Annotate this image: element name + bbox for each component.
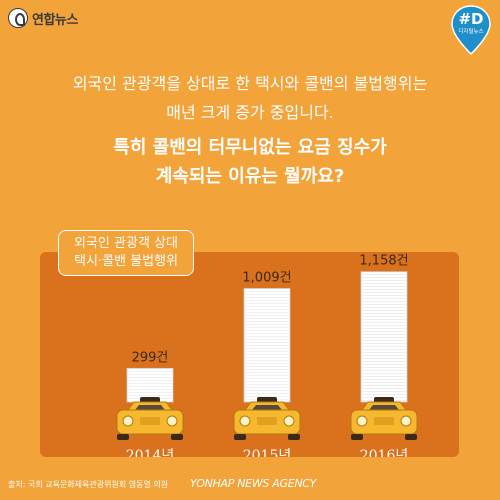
year-label-1: 2015년	[243, 448, 292, 457]
value-label-1: 1,009건	[242, 270, 291, 285]
taxi-windshield-icon	[135, 405, 165, 410]
yonhap-logo: 연합뉴스	[8, 8, 78, 28]
logo-text: 연합뉴스	[32, 12, 78, 28]
taxi-headlight-icon	[122, 415, 134, 427]
taxi-windshield-icon	[252, 405, 282, 410]
chart-label-box: 외국인 관광객 상대 택시·콜밴 불법행위	[58, 230, 194, 276]
bar-0	[126, 367, 174, 403]
source-credit: 출처: 국회 교육문화체육관광위원회 염동열 의원	[8, 480, 169, 489]
taxi-headlight-icon	[283, 415, 295, 427]
taxi-wheel-icon	[351, 434, 363, 440]
intro-line-2: 매년 크게 증가 중입니다.	[166, 103, 334, 122]
taxi-headlight-icon	[400, 415, 412, 427]
chart-label-line-1: 외국인 관광객 상대	[74, 236, 178, 251]
taxi-windshield-icon	[369, 405, 399, 410]
taxi-grille-icon	[140, 417, 160, 425]
badge-subtitle: 디지털뉴스	[458, 29, 484, 35]
agency-name: YONHAP NEWS AGENCY	[190, 477, 317, 490]
chart-label-line-2: 택시·콜밴 불법행위	[74, 254, 178, 269]
yonhap-logo-icon	[8, 8, 28, 28]
bar-chart: 299건 2014년 1,009건 2015년 1,158건 2016년	[116, 254, 418, 457]
year-label-0: 2014년	[126, 448, 175, 457]
taxi-wheel-icon	[405, 434, 417, 440]
taxi-headlight-icon	[239, 415, 251, 427]
taxi-wheel-icon	[288, 434, 300, 440]
intro-line-1: 외국인 관광객을 상대로 한 택시와 콜밴의 불법행위는	[72, 74, 428, 93]
map-pin-icon	[451, 5, 491, 56]
taxi-wheel-icon	[234, 434, 246, 440]
taxi-grille-icon	[374, 417, 394, 425]
taxi-grille-icon	[257, 417, 277, 425]
taxi-wheel-icon	[117, 434, 129, 440]
taxi-wheel-icon	[171, 434, 183, 440]
bar-2	[360, 271, 408, 403]
value-label-2: 1,158건	[359, 254, 408, 269]
intro-line-4: 계속되는 이유는 뭘까요?	[155, 166, 345, 187]
taxi-headlight-icon	[356, 415, 368, 427]
value-label-0: 299건	[132, 350, 169, 365]
taxi-headlight-icon	[166, 415, 178, 427]
footer: 출처: 국회 교육문화체육관광위원회 염동열 의원 YONHAP NEWS AG…	[0, 474, 500, 500]
year-label-2: 2016년	[360, 448, 409, 457]
badge-title: #D	[458, 10, 484, 28]
intro-line-3: 특히 콜밴의 터무니없는 요금 징수가	[113, 137, 387, 158]
digital-news-badge: #D 디지털뉴스	[450, 4, 492, 56]
